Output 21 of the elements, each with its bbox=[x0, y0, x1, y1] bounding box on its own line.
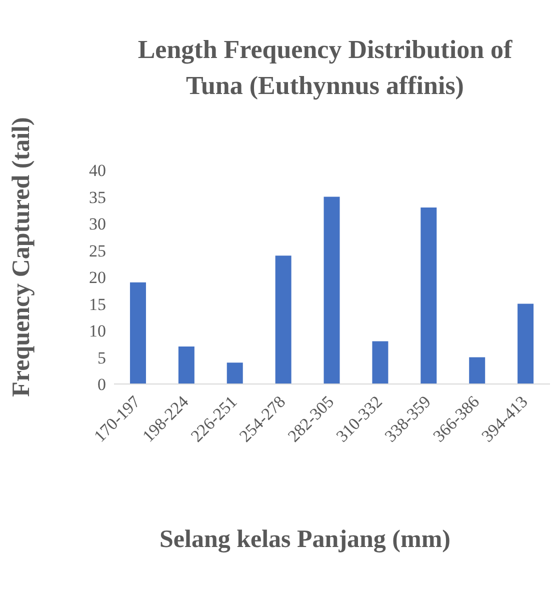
bar bbox=[469, 357, 486, 384]
bar bbox=[420, 207, 437, 384]
bar bbox=[275, 256, 292, 384]
bar bbox=[324, 196, 340, 384]
bar bbox=[372, 341, 388, 384]
y-tick-label: 40 bbox=[89, 161, 106, 180]
bar bbox=[518, 304, 534, 384]
y-tick-label: 20 bbox=[89, 268, 106, 288]
y-tick-label: 10 bbox=[89, 322, 106, 341]
bar bbox=[130, 282, 146, 384]
y-tick-label: 0 bbox=[98, 375, 106, 394]
y-tick-label: 35 bbox=[89, 188, 106, 207]
y-axis-title: Frequency Captured (tail) bbox=[8, 117, 35, 397]
x-axis-title: Selang kelas Panjang (mm) bbox=[158, 526, 452, 554]
bar bbox=[226, 362, 243, 384]
y-tick-label: 15 bbox=[89, 294, 106, 314]
y-tick-label: 30 bbox=[89, 214, 106, 234]
y-tick-label: 25 bbox=[89, 241, 106, 260]
chart-title: Length Frequency Distribution of Tuna (Euthynnus affinis) bbox=[136, 34, 514, 102]
bar bbox=[178, 346, 194, 384]
y-tick-label: 5 bbox=[98, 348, 106, 368]
